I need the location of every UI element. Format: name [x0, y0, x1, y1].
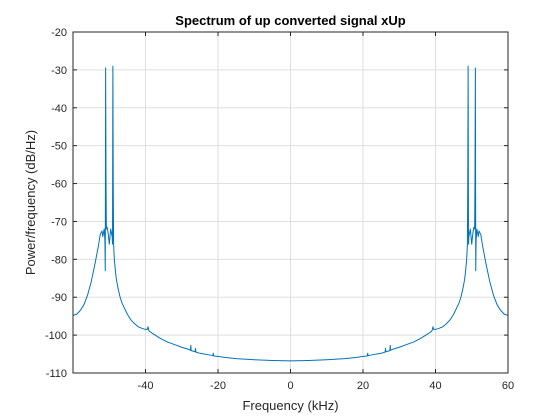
- y-tick-label: -30: [51, 65, 67, 77]
- y-tick-label: -60: [51, 179, 67, 191]
- y-tick-label: -40: [51, 103, 67, 115]
- y-axis-label: Power/frequency (dB/Hz): [23, 130, 38, 275]
- x-tick-label: -40: [138, 380, 154, 392]
- y-tick-label: -80: [51, 254, 67, 266]
- y-tick-label: -20: [51, 27, 67, 39]
- spectrum-line: [72, 65, 509, 362]
- chart-title: Spectrum of up converted signal xUp: [175, 13, 405, 28]
- y-tick-label: -70: [51, 216, 67, 228]
- x-tick-label: 0: [287, 380, 293, 392]
- x-axis-label: Frequency (kHz): [242, 398, 338, 413]
- x-tick-label: -20: [210, 380, 226, 392]
- x-tick-label: 20: [357, 380, 369, 392]
- series-lines: [72, 65, 509, 362]
- x-tick-label: 40: [429, 380, 441, 392]
- y-tick-label: -50: [51, 141, 67, 153]
- y-tick-label: -90: [51, 292, 67, 304]
- x-tick-label: 60: [502, 380, 514, 392]
- y-tick-label: -100: [45, 330, 67, 342]
- grid-lines: [73, 32, 508, 373]
- y-tick-label: -110: [46, 368, 67, 380]
- axis-ticks: -40 -20 0 20 40 60 -110 -100 -90 -80 -70 -60 -50 -40 -…: [45, 27, 514, 392]
